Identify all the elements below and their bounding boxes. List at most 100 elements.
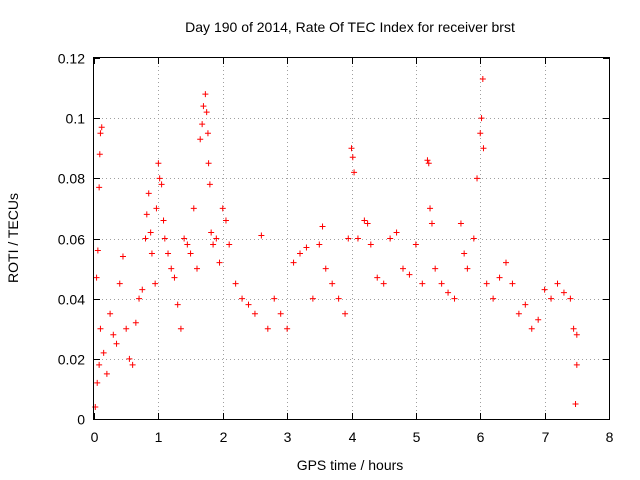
x-tick-label: 0 <box>91 429 99 445</box>
data-point <box>222 217 229 224</box>
data-point <box>503 259 509 266</box>
data-point <box>160 217 167 224</box>
x-axis-label: GPS time / hours <box>297 457 404 473</box>
data-point <box>181 235 188 242</box>
data-point <box>303 244 310 251</box>
x-tick-label: 1 <box>155 429 163 445</box>
data-point <box>374 274 381 281</box>
plot-frame <box>93 57 610 420</box>
data-point <box>155 160 162 167</box>
data-point <box>126 355 133 362</box>
data-point <box>567 295 574 302</box>
x-tick-label: 2 <box>220 429 228 445</box>
data-point <box>158 181 165 188</box>
x-tick-label: 5 <box>413 429 421 445</box>
data-point <box>94 379 101 386</box>
data-point <box>197 136 204 143</box>
data-point <box>184 241 191 248</box>
data-point <box>560 289 567 296</box>
data-point <box>139 286 146 293</box>
data-points <box>92 76 580 410</box>
data-point <box>351 169 358 176</box>
data-point <box>136 295 143 302</box>
y-tick-label: 0.1 <box>66 111 86 127</box>
data-point <box>174 301 181 308</box>
data-point <box>464 265 471 272</box>
data-point <box>97 325 104 332</box>
data-point <box>364 220 371 227</box>
data-point <box>406 271 413 278</box>
data-point <box>110 331 117 338</box>
y-tick-label: 0.06 <box>58 232 85 248</box>
data-point <box>94 247 101 254</box>
data-point <box>208 229 215 236</box>
data-point <box>322 265 329 272</box>
data-point <box>153 205 160 212</box>
data-point <box>354 235 361 242</box>
data-point <box>535 316 542 323</box>
data-point <box>480 145 487 152</box>
data-point <box>132 319 139 326</box>
data-point <box>451 295 458 302</box>
data-point <box>284 325 291 332</box>
data-point <box>232 280 239 287</box>
data-point <box>165 250 172 257</box>
data-point <box>380 280 387 287</box>
data-point <box>428 220 435 227</box>
data-point <box>97 130 104 137</box>
data-point <box>194 265 200 272</box>
data-point <box>205 160 212 167</box>
data-point <box>424 157 431 164</box>
data-point <box>98 124 105 131</box>
data-point <box>461 250 468 257</box>
y-axis-label: ROTI / TECUs <box>5 193 21 283</box>
data-point <box>573 361 580 368</box>
data-point <box>297 250 303 257</box>
data-point <box>477 130 484 137</box>
data-point <box>470 235 477 242</box>
data-point <box>100 349 107 356</box>
data-point <box>199 121 206 128</box>
data-point <box>96 361 103 368</box>
data-point <box>438 280 445 287</box>
data-point <box>156 175 163 182</box>
data-point <box>93 274 100 281</box>
data-point <box>427 205 434 212</box>
data-point <box>168 265 175 272</box>
data-point <box>387 235 394 242</box>
y-tick-label: 0.12 <box>58 51 85 67</box>
data-point <box>219 205 226 212</box>
grid-layer <box>94 58 609 419</box>
data-point <box>349 154 356 161</box>
data-point <box>210 241 217 248</box>
data-point <box>258 232 265 239</box>
data-point <box>478 115 485 122</box>
data-point <box>206 181 213 188</box>
data-point <box>554 280 561 287</box>
data-point <box>161 235 168 242</box>
x-tick-label: 8 <box>606 429 614 445</box>
data-point <box>419 280 426 287</box>
data-point <box>277 310 284 317</box>
data-point <box>316 241 323 248</box>
data-point <box>142 235 149 242</box>
data-point <box>216 259 223 266</box>
data-point <box>490 295 497 302</box>
data-point <box>496 274 503 281</box>
data-point <box>187 250 194 257</box>
data-point <box>319 223 326 230</box>
data-point <box>309 295 316 302</box>
data-point <box>361 217 368 224</box>
data-point <box>271 295 278 302</box>
data-point <box>528 325 535 332</box>
data-point <box>479 76 486 83</box>
data-point <box>425 160 432 167</box>
data-point <box>432 265 439 272</box>
chart-title: Day 190 of 2014, Rate Of TEC Index for r… <box>185 19 515 35</box>
data-point <box>226 241 233 248</box>
y-tick-label: 0 <box>77 412 85 428</box>
data-point <box>572 400 579 407</box>
data-point <box>152 280 159 287</box>
data-point <box>113 340 120 347</box>
ticks-layer: 0 1 2 3 4 5 6 7 8 0 0.02 0.04 0.06 0.08 0.1 0.12 <box>58 51 614 446</box>
